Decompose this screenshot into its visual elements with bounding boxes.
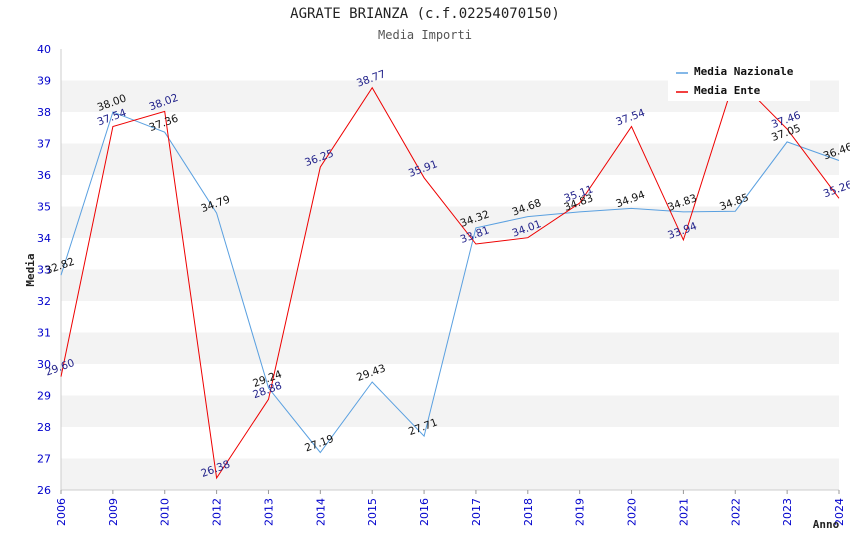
x-tick-label: 2024 <box>833 498 846 526</box>
y-tick-label: 34 <box>37 232 51 245</box>
y-tick-label: 29 <box>37 390 51 403</box>
x-tick-label: 2019 <box>574 498 587 526</box>
legend-label-nazionale: Media Nazionale <box>694 65 794 78</box>
y-tick-label: 33 <box>37 264 51 277</box>
legend-label-ente: Media Ente <box>694 84 761 97</box>
y-tick-label: 36 <box>37 169 51 182</box>
grid-band <box>61 332 839 364</box>
y-tick-label: 28 <box>37 421 51 434</box>
x-tick-label: 2015 <box>366 498 379 526</box>
x-tick-label: 2012 <box>211 498 224 526</box>
legend: Media Nazionale Media Ente <box>668 59 810 101</box>
x-tick-label: 2023 <box>781 498 794 526</box>
grid-band <box>61 143 839 175</box>
x-tick-label: 2006 <box>55 498 68 526</box>
legend-box <box>668 59 810 101</box>
series-line-nazionale <box>60 111 840 454</box>
x-tick-label: 2021 <box>677 498 690 526</box>
grid-band <box>61 175 839 207</box>
chart-title: AGRATE BRIANZA (c.f.02254070150) <box>290 6 560 22</box>
x-tick-label: 2009 <box>107 498 120 526</box>
grid-band <box>61 301 839 333</box>
grid-band <box>61 364 839 396</box>
grid-band <box>61 269 839 301</box>
grid-band <box>61 112 839 144</box>
x-tick-label: 2022 <box>729 498 742 526</box>
chart-subtitle: Media Importi <box>378 28 472 42</box>
grid-bands <box>60 49 839 491</box>
x-tick-label: 2018 <box>522 498 535 526</box>
x-tick-label: 2013 <box>262 498 275 526</box>
series-lines <box>60 75 840 480</box>
y-tick-label: 35 <box>37 201 51 214</box>
grid-band <box>61 458 839 490</box>
y-tick-label: 37 <box>37 138 51 151</box>
x-axis-title: Anno <box>813 518 840 531</box>
y-tick-label: 32 <box>37 295 51 308</box>
grid-band <box>61 395 839 427</box>
y-tick-label: 30 <box>37 358 51 371</box>
y-tick-label: 27 <box>37 453 51 466</box>
x-tick-label: 2014 <box>314 498 327 526</box>
y-tick-label: 39 <box>37 75 51 88</box>
x-tick-label: 2016 <box>418 498 431 526</box>
y-axis-title: Media <box>24 253 37 286</box>
x-tick-label: 2017 <box>470 498 483 526</box>
y-tick-label: 31 <box>37 327 51 340</box>
y-tick-label: 26 <box>37 484 51 497</box>
x-axis-ticks: 2006 2009 2010 2012 2013 2014 2015 2016 2017 2018… <box>55 490 846 526</box>
y-tick-label: 40 <box>37 43 51 56</box>
x-tick-label: 2020 <box>626 498 639 526</box>
y-tick-label: 38 <box>37 106 51 119</box>
y-axis-ticks: 26 27 28 29 30 31 32 33 34 35 36 37 38 39 40 <box>37 43 51 497</box>
series-line-ente <box>60 75 840 480</box>
grid-band <box>61 238 839 270</box>
grid-band <box>61 427 839 459</box>
x-tick-label: 2010 <box>159 498 172 526</box>
